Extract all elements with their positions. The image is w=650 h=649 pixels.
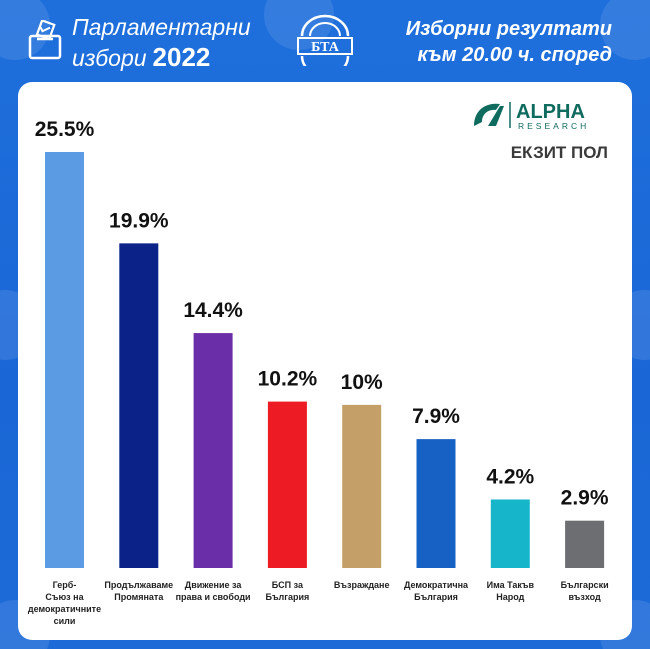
alpha-research-logo: ALPHA RESEARCH — [474, 101, 589, 131]
subtitle-line-2: към 20.00 ч. според — [417, 44, 612, 66]
bar-4 — [267, 401, 307, 568]
category-label-6: Демократична България — [404, 580, 469, 602]
bta-logo-icon: БТА — [297, 14, 353, 66]
header: Парламентарни избори 2022 БТА Изборни рез… — [0, 0, 650, 82]
bar-1 — [45, 152, 84, 568]
bar-2 — [119, 243, 159, 568]
alpha-logo-name: ALPHA — [516, 101, 585, 123]
category-label-7: Има Такъв Народ — [487, 580, 535, 602]
value-label-4: 10.2% — [258, 368, 318, 391]
value-label-7: 4.2% — [486, 465, 534, 488]
category-label-2: Продължаваме Промяната — [104, 580, 173, 602]
value-label-8: 2.9% — [561, 487, 609, 510]
category-label-5: Възраждане — [334, 580, 390, 590]
category-label-4: БСП за България — [266, 580, 310, 602]
value-label-2: 19.9% — [109, 209, 169, 232]
title-year: 2022 — [152, 42, 211, 72]
category-label-8: Български възход — [561, 580, 609, 602]
title-line-1: Парламентарни — [72, 14, 251, 40]
value-label-1: 25.5% — [35, 118, 95, 141]
alpha-logo-icon — [474, 103, 504, 126]
value-label-6: 7.9% — [412, 405, 460, 428]
bar-3 — [193, 333, 233, 568]
exit-poll-label: ЕКЗИТ ПОЛ — [510, 143, 608, 162]
category-label-1: Герб-Съюз на демократичните сили — [28, 580, 101, 626]
ballot-box-icon — [28, 20, 62, 60]
bar-6 — [416, 439, 456, 568]
subtitle-line-1: Изборни резултати — [405, 18, 612, 40]
category-label-3: Движение за права и свободи — [176, 580, 251, 602]
value-label-3: 14.4% — [183, 299, 243, 322]
bar-8 — [565, 520, 605, 568]
bar-7 — [490, 499, 530, 568]
bta-logo-text: БТА — [311, 40, 340, 55]
title-line-2: избори 2022 — [72, 42, 210, 73]
alpha-logo-sub: RESEARCH — [518, 121, 589, 131]
bar-5 — [342, 404, 382, 568]
title-word: избори — [72, 45, 147, 71]
value-label-5: 10% — [341, 371, 383, 394]
